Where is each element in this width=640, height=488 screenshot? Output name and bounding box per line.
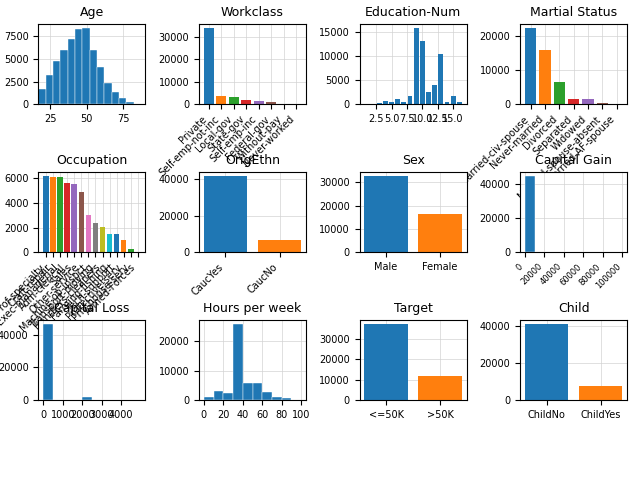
Title: Capital Loss: Capital Loss	[54, 302, 130, 315]
Bar	[214, 391, 223, 400]
Bar	[401, 102, 406, 104]
Bar	[525, 324, 568, 400]
Title: Martial Status: Martial Status	[530, 6, 617, 19]
Bar	[126, 102, 134, 104]
Title: Occupation: Occupation	[56, 154, 127, 167]
Bar	[383, 101, 388, 104]
Bar	[266, 102, 276, 104]
Title: Sex: Sex	[402, 154, 424, 167]
Title: Child: Child	[558, 302, 589, 315]
Bar	[241, 100, 252, 104]
Bar	[97, 67, 104, 104]
Bar	[413, 28, 419, 104]
Bar	[107, 234, 113, 252]
Bar	[445, 102, 449, 104]
Bar	[568, 99, 579, 104]
Bar	[82, 397, 92, 400]
Bar	[204, 176, 247, 252]
Bar	[204, 28, 214, 104]
Bar	[134, 103, 141, 104]
Bar	[389, 102, 394, 104]
Bar	[121, 240, 127, 252]
Bar	[554, 82, 565, 104]
Bar	[419, 215, 461, 252]
Bar	[68, 40, 75, 104]
Bar	[128, 249, 134, 252]
Bar	[371, 103, 376, 104]
Bar	[93, 223, 99, 252]
Bar	[90, 50, 97, 104]
Bar	[204, 397, 214, 400]
Bar	[60, 50, 68, 104]
Bar	[451, 96, 456, 104]
Bar	[364, 176, 408, 252]
Bar	[75, 29, 83, 104]
Bar	[540, 49, 551, 104]
Bar	[86, 215, 92, 252]
Bar	[44, 176, 49, 252]
Title: Hours per week: Hours per week	[204, 302, 301, 315]
Bar	[258, 240, 301, 252]
Bar	[364, 324, 408, 400]
Bar	[396, 99, 400, 104]
Bar	[579, 386, 622, 400]
Bar	[223, 392, 233, 400]
Bar	[282, 399, 291, 400]
Title: Capital Gain: Capital Gain	[535, 154, 612, 167]
Bar	[112, 92, 119, 104]
Bar	[525, 28, 536, 104]
Bar	[229, 97, 239, 104]
Bar	[596, 103, 608, 104]
Bar	[438, 54, 444, 104]
Bar	[262, 392, 272, 400]
Bar	[104, 83, 112, 104]
Bar	[114, 234, 120, 252]
Bar	[100, 227, 106, 252]
Bar	[53, 61, 60, 104]
Bar	[79, 191, 84, 252]
Bar	[272, 397, 282, 400]
Bar	[216, 96, 227, 104]
Bar	[253, 101, 264, 104]
Bar	[457, 102, 461, 104]
Bar	[38, 89, 45, 104]
Bar	[72, 184, 77, 252]
Bar	[233, 324, 243, 400]
Bar	[420, 41, 425, 104]
Bar	[525, 176, 535, 252]
Bar	[243, 383, 253, 400]
Bar	[65, 183, 70, 252]
Bar	[119, 98, 126, 104]
Title: Age: Age	[80, 6, 104, 19]
Bar	[58, 177, 63, 252]
Title: OrigEthn: OrigEthn	[225, 154, 280, 167]
Bar	[45, 75, 53, 104]
Bar	[432, 85, 437, 104]
Bar	[419, 376, 461, 400]
Bar	[426, 92, 431, 104]
Title: Education-Num: Education-Num	[365, 6, 461, 19]
Bar	[44, 324, 53, 400]
Title: Target: Target	[394, 302, 433, 315]
Bar	[377, 103, 381, 104]
Bar	[582, 99, 594, 104]
Bar	[51, 177, 56, 252]
Title: Workclass: Workclass	[221, 6, 284, 19]
Bar	[83, 28, 90, 104]
Bar	[408, 96, 412, 104]
Bar	[253, 383, 262, 400]
